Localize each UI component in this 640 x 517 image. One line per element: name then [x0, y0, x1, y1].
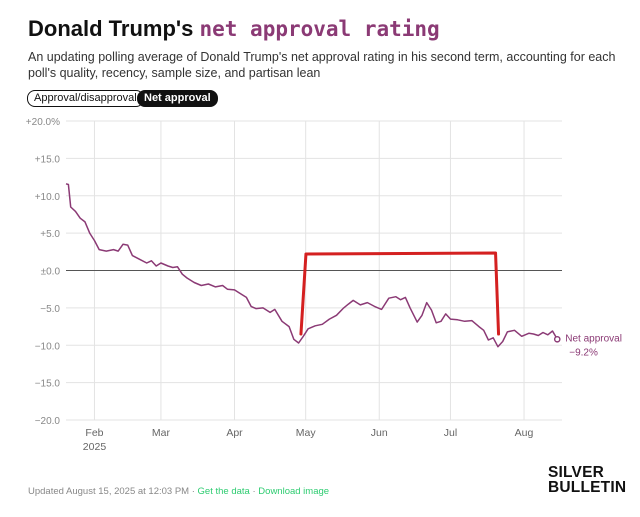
- download-image-link[interactable]: Download image: [258, 486, 330, 497]
- hand-drawn-bracket: [299, 251, 501, 336]
- footer-separator: ·: [191, 486, 195, 497]
- y-tick-label: +5.0: [40, 229, 60, 240]
- net-approval-line: [65, 183, 558, 348]
- silver-bulletin-logo: SILVER BULLETIN: [548, 464, 627, 496]
- chart-title: Donald Trump's net approval rating: [28, 16, 440, 42]
- x-tick-label: Feb: [85, 427, 103, 439]
- y-tick-label: ±0.0: [41, 267, 61, 278]
- footer-separator-2: ·: [252, 486, 256, 497]
- chart-subtitle: An updating polling average of Donald Tr…: [28, 50, 616, 80]
- y-axis-ticks: +20.0% +15.0 +10.0 +5.0 ±0.0 −5.0 −10.0 −15.0 −2…: [26, 117, 61, 427]
- y-tick-label: +20.0%: [26, 117, 60, 128]
- net-approval-chart: +20.0% +15.0 +10.0 +5.0 ±0.0 −5.0 −10.0 −15.0 −2…: [26, 117, 622, 453]
- y-tick-label: +15.0: [35, 154, 61, 165]
- logo-line-1: SILVER: [548, 464, 605, 481]
- x-tick-label: Apr: [226, 427, 243, 439]
- x-axis-ticks: Feb 2025 Mar Apr May Jun Jul Aug: [83, 427, 534, 453]
- title-prefix: Donald Trump's: [28, 16, 194, 41]
- logo-line-2: BULLETIN: [548, 479, 627, 496]
- x-year-label: 2025: [83, 441, 107, 453]
- y-tick-label: −5.0: [40, 304, 60, 315]
- series-end-label: Net approval: [565, 333, 622, 344]
- footer: Updated August 15, 2025 at 12:03 PM · Ge…: [28, 486, 329, 497]
- x-tick-label: Jul: [444, 427, 457, 439]
- series-end-value: −9.2%: [569, 347, 598, 358]
- series-layer: [65, 183, 558, 348]
- title-highlight: net approval rating: [199, 17, 440, 41]
- end-point-marker: [553, 335, 561, 343]
- y-tick-label: −20.0: [35, 416, 61, 427]
- y-tick-label: +10.0: [35, 192, 61, 203]
- y-tick-label: −10.0: [35, 341, 61, 352]
- x-tick-label: Aug: [515, 427, 534, 439]
- get-data-link[interactable]: Get the data: [197, 486, 250, 497]
- annotation-bracket: [299, 251, 501, 336]
- x-tick-label: Jun: [371, 427, 388, 439]
- approval-disapproval-toggle[interactable]: Approval/disapproval: [27, 90, 144, 107]
- x-tick-label: May: [296, 427, 317, 439]
- x-tick-label: Mar: [152, 427, 171, 439]
- end-label-layer: Net approval −9.2%: [553, 333, 622, 358]
- updated-text: Updated August 15, 2025 at 12:03 PM: [28, 486, 190, 497]
- y-tick-label: −15.0: [35, 379, 61, 390]
- net-approval-toggle[interactable]: Net approval: [137, 90, 218, 107]
